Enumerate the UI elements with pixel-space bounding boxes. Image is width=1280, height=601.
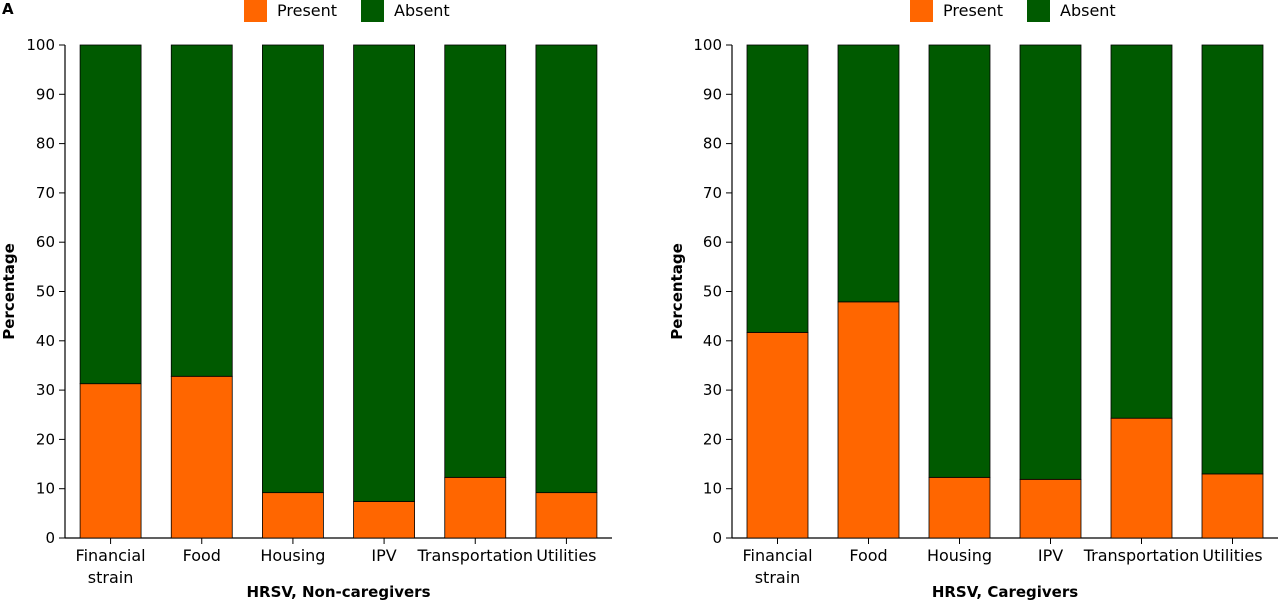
legend-swatch-present xyxy=(910,0,933,22)
y-tick-label: 90 xyxy=(36,85,55,103)
y-tick-label: 0 xyxy=(45,529,55,547)
y-tick-label: 70 xyxy=(36,184,55,202)
bar-absent-financial-strain xyxy=(79,44,142,385)
x-tick-label: Financial xyxy=(742,546,812,565)
y-tick-label: 20 xyxy=(703,430,722,448)
x-axis-label: HRSV, Caregivers xyxy=(932,583,1078,601)
y-tick-label: 60 xyxy=(703,233,722,251)
bar-present-ipv xyxy=(1019,478,1082,539)
bar-present-food xyxy=(837,301,900,539)
bar-absent-ipv xyxy=(353,44,415,502)
y-tick-label: 30 xyxy=(703,381,722,399)
legend-swatch-absent xyxy=(1027,0,1050,22)
y-tick-label: 50 xyxy=(703,283,722,301)
y-tick-label: 60 xyxy=(36,233,55,251)
y-tick-label: 40 xyxy=(36,332,55,350)
bar-present-financial-strain xyxy=(79,383,142,539)
y-tick-label: 10 xyxy=(36,480,55,498)
x-tick-label: Food xyxy=(183,546,221,565)
x-tick-label: strain xyxy=(755,568,801,587)
bar-absent-transportation xyxy=(1110,44,1173,419)
bar-absent-food xyxy=(170,44,233,377)
legend-swatch-present xyxy=(244,0,267,22)
bar-absent-food xyxy=(837,44,900,303)
legend-swatch-absent xyxy=(361,0,384,22)
x-tick-label: Housing xyxy=(260,546,325,565)
x-tick-label: Transportation xyxy=(1083,546,1200,565)
y-tick-label: 90 xyxy=(703,85,722,103)
legend-label-present: Present xyxy=(943,1,1003,20)
y-tick-label: 40 xyxy=(703,332,722,350)
bar-present-ipv xyxy=(353,501,415,539)
legend-label-absent: Absent xyxy=(394,1,450,20)
y-axis-label: Percentage xyxy=(668,243,686,340)
legend-label-present: Present xyxy=(277,1,337,20)
x-tick-label: Utilities xyxy=(536,546,596,565)
y-tick-label: 30 xyxy=(36,381,55,399)
x-tick-label: Transportation xyxy=(416,546,533,565)
y-tick-label: 0 xyxy=(712,529,722,547)
x-tick-label: Food xyxy=(849,546,887,565)
bar-absent-ipv xyxy=(1019,44,1082,480)
y-tick-label: 10 xyxy=(703,480,722,498)
chart-panel-2: 0 10 20 30 40 50 60 70 80 90 100 Financial strain Foo… xyxy=(668,0,1278,601)
chart-panel-1: 0 10 20 30 40 50 60 70 80 90 100 Financial strain Foo… xyxy=(0,0,612,601)
bar-absent-transportation xyxy=(444,44,507,478)
x-tick-label: strain xyxy=(88,568,134,587)
y-tick-label: 80 xyxy=(703,135,722,153)
y-tick-label: 50 xyxy=(36,283,55,301)
bar-present-utilities xyxy=(1201,473,1264,539)
x-tick-label: Utilities xyxy=(1202,546,1262,565)
x-tick-label: Financial xyxy=(76,546,146,565)
bar-present-utilities xyxy=(535,492,598,539)
bar-present-housing xyxy=(928,476,991,539)
y-tick-label: 100 xyxy=(693,36,722,54)
x-tick-label: IPV xyxy=(371,546,396,565)
panel-label: A xyxy=(2,0,14,18)
y-axis-label: Percentage xyxy=(0,243,18,340)
bar-present-food xyxy=(170,375,233,539)
bar-absent-utilities xyxy=(1201,44,1264,475)
bar-present-housing xyxy=(262,492,324,539)
x-tick-label: IPV xyxy=(1038,546,1063,565)
bar-absent-financial-strain xyxy=(746,44,809,333)
x-axis-label: HRSV, Non-caregivers xyxy=(246,583,430,601)
y-tick-label: 80 xyxy=(36,135,55,153)
bar-absent-utilities xyxy=(535,44,598,494)
y-tick-label: 70 xyxy=(703,184,722,202)
y-tick-label: 20 xyxy=(36,430,55,448)
x-tick-label: Housing xyxy=(927,546,992,565)
bar-present-transportation xyxy=(444,476,507,539)
legend-label-absent: Absent xyxy=(1060,1,1116,20)
bar-absent-housing xyxy=(928,44,991,478)
bar-absent-housing xyxy=(262,44,324,494)
bar-present-financial-strain xyxy=(746,332,809,539)
bar-present-transportation xyxy=(1110,417,1173,539)
y-tick-label: 100 xyxy=(26,36,55,54)
